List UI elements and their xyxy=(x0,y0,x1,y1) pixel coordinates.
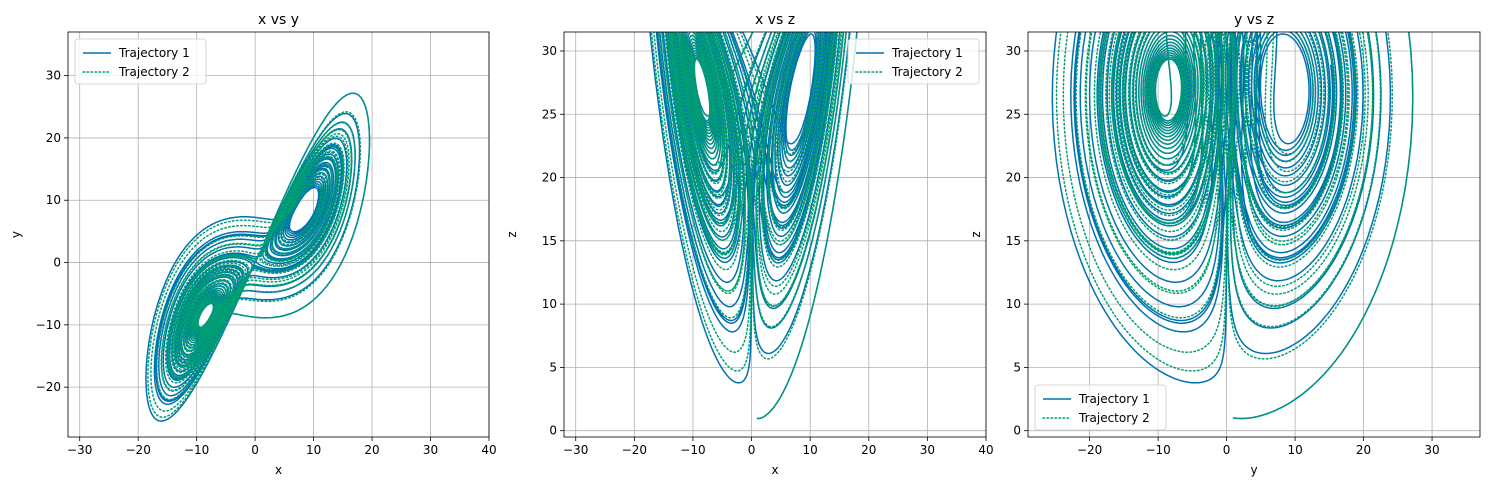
chart-title: x vs z xyxy=(755,12,795,28)
y-tick-label: 5 xyxy=(1013,360,1021,374)
y-ticks: −20 −10 0 10 20 30 xyxy=(36,69,68,394)
chart-title: y vs z xyxy=(1234,12,1274,28)
y-tick-label: 5 xyxy=(549,360,557,374)
y-axis-label: z xyxy=(969,231,983,237)
series-line-trajectory-2 xyxy=(650,32,858,420)
legend-label-trajectory-2: Trajectory 2 xyxy=(1078,411,1150,425)
plot-data xyxy=(145,92,371,422)
x-axis-label: y xyxy=(1250,463,1257,477)
x-tick-label: −10 xyxy=(680,443,705,457)
x-tick-label: 20 xyxy=(861,443,876,457)
y-axis-label: y xyxy=(9,231,23,238)
legend-label-trajectory-2: Trajectory 2 xyxy=(118,65,190,79)
y-tick-label: 0 xyxy=(53,256,61,270)
x-tick-label: 10 xyxy=(306,443,321,457)
y-axis-label: z xyxy=(505,231,519,237)
legend-label-trajectory-2: Trajectory 2 xyxy=(891,65,963,79)
y-tick-label: 25 xyxy=(1006,107,1021,121)
y-tick-label: 30 xyxy=(1006,44,1021,58)
x-axis-label: x xyxy=(275,463,282,477)
legend-label-trajectory-1: Trajectory 1 xyxy=(1078,392,1150,406)
y-tick-label: 30 xyxy=(542,44,557,58)
y-tick-label: 20 xyxy=(1006,171,1021,185)
x-ticks: −20 −10 0 10 20 30 xyxy=(1077,437,1440,457)
grid xyxy=(564,32,987,437)
x-tick-label: 0 xyxy=(251,443,259,457)
x-ticks: −30 −20 −10 0 10 20 30 40 xyxy=(67,437,497,457)
y-tick-label: 20 xyxy=(542,171,557,185)
series-line-trajectory-2 xyxy=(147,92,371,419)
x-tick-label: −30 xyxy=(563,443,588,457)
y-tick-label: −20 xyxy=(36,380,61,394)
legend: Trajectory 1 Trajectory 2 xyxy=(1034,384,1167,431)
plot-data xyxy=(1051,32,1414,420)
x-tick-label: 30 xyxy=(1424,443,1439,457)
legend: Trajectory 1 Trajectory 2 xyxy=(847,38,980,85)
axes-frame xyxy=(67,31,490,438)
x-tick-label: 0 xyxy=(748,443,756,457)
y-tick-label: 15 xyxy=(542,234,557,248)
x-tick-label: −10 xyxy=(1145,443,1170,457)
x-tick-label: 30 xyxy=(423,443,438,457)
x-tick-label: 40 xyxy=(481,443,496,457)
y-tick-label: 10 xyxy=(542,297,557,311)
x-axis-label: x xyxy=(771,463,778,477)
y-tick-label: 20 xyxy=(46,131,61,145)
x-tick-label: 40 xyxy=(978,443,993,457)
x-tick-label: 30 xyxy=(920,443,935,457)
y-tick-label: 15 xyxy=(1006,234,1021,248)
y-tick-label: −10 xyxy=(36,318,61,332)
x-tick-label: −30 xyxy=(67,443,92,457)
x-tick-label: 10 xyxy=(803,443,818,457)
x-ticks: −30 −20 −10 0 10 20 30 40 xyxy=(563,437,994,457)
axes-frame xyxy=(1027,31,1481,438)
y-tick-label: 10 xyxy=(46,193,61,207)
y-ticks: 0 5 10 15 20 25 30 xyxy=(1006,44,1028,438)
x-tick-label: 20 xyxy=(1356,443,1371,457)
legend-label-trajectory-1: Trajectory 1 xyxy=(118,46,190,60)
x-tick-label: −20 xyxy=(1077,443,1102,457)
x-tick-label: 0 xyxy=(1223,443,1231,457)
panel-x-vs-z: −30 −20 −10 0 10 20 30 40 0 5 10 15 20 25 30 x vs z x… xyxy=(505,12,994,477)
y-tick-label: 0 xyxy=(1013,424,1021,438)
y-tick-label: 30 xyxy=(46,69,61,83)
x-tick-label: −20 xyxy=(622,443,647,457)
plot-data xyxy=(649,32,858,420)
axes-frame xyxy=(563,31,987,438)
x-tick-label: 10 xyxy=(1287,443,1302,457)
legend-label-trajectory-1: Trajectory 1 xyxy=(891,46,963,60)
y-tick-label: 10 xyxy=(1006,297,1021,311)
x-tick-label: 20 xyxy=(364,443,379,457)
chart-title: x vs y xyxy=(258,12,299,28)
series-line-trajectory-2 xyxy=(1055,32,1414,420)
y-tick-label: 25 xyxy=(542,107,557,121)
x-tick-label: −10 xyxy=(184,443,209,457)
legend: Trajectory 1 Trajectory 2 xyxy=(74,38,207,85)
panel-y-vs-z: −20 −10 0 10 20 30 0 5 10 15 20 25 30 y vs z y z Tr… xyxy=(969,12,1481,477)
y-ticks: 0 5 10 15 20 25 30 xyxy=(542,44,564,438)
x-tick-label: −20 xyxy=(126,443,151,457)
y-tick-label: 0 xyxy=(549,424,557,438)
